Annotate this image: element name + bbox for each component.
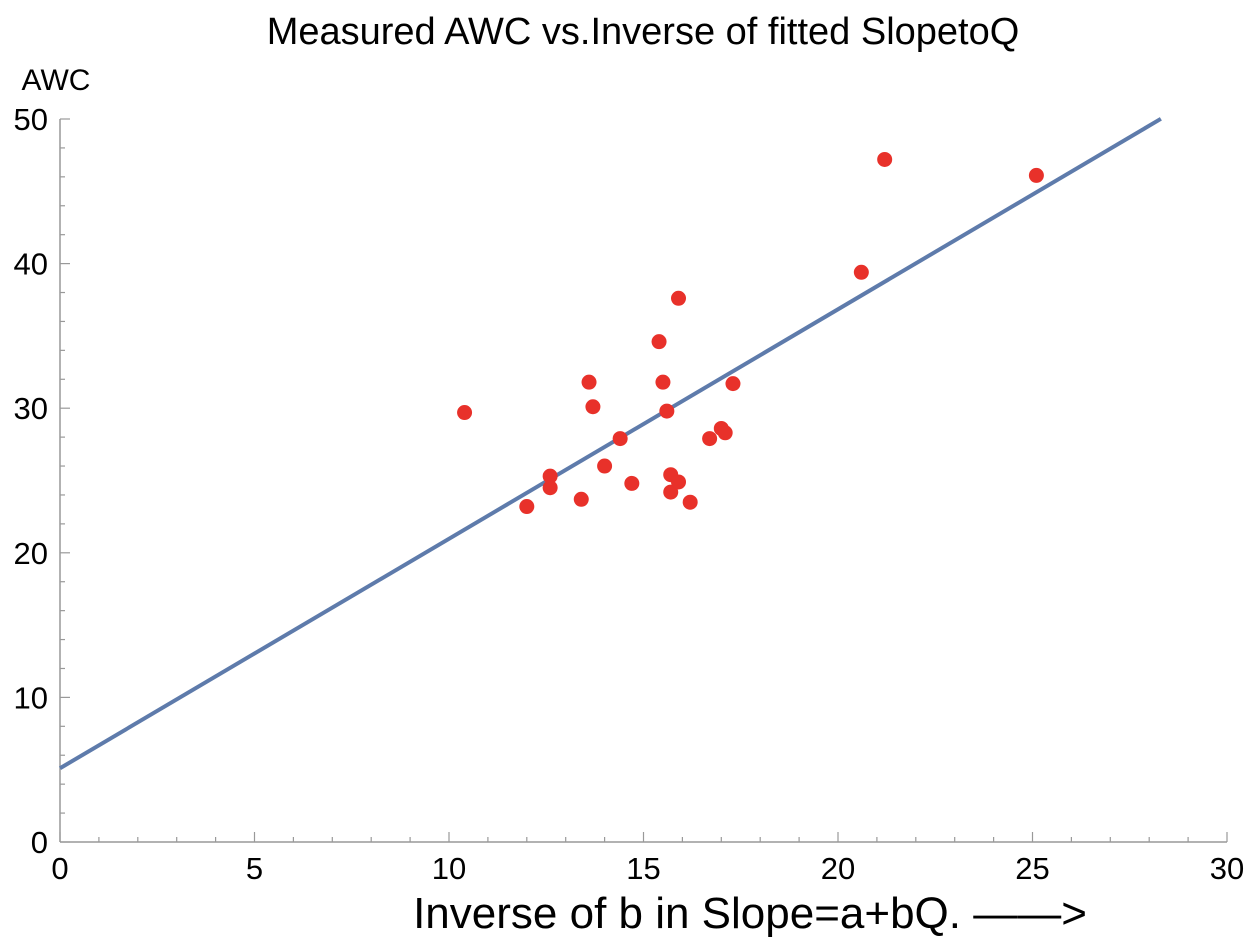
y-tick-label: 50 [14, 102, 48, 137]
data-point [853, 264, 869, 280]
x-axis-label: Inverse of b in Slope=a+bQ. ——> [413, 889, 1087, 938]
x-tick-label: 20 [821, 851, 855, 886]
y-axis-label: AWC [22, 64, 91, 97]
x-tick-label: 0 [51, 851, 68, 886]
x-tick-label: 15 [626, 851, 660, 886]
y-tick-label: 20 [14, 536, 48, 571]
y-tick-label: 10 [14, 680, 48, 715]
y-tick-label: 0 [31, 825, 48, 860]
data-point [671, 290, 687, 306]
fit-line-layer [58, 117, 1162, 770]
data-point [542, 468, 558, 484]
data-point [877, 151, 893, 167]
y-tick-label: 30 [14, 391, 48, 426]
points-layer [457, 151, 1044, 515]
data-point [655, 374, 671, 390]
data-point [612, 431, 628, 447]
data-point [671, 474, 687, 490]
x-tick-label: 5 [246, 851, 263, 886]
data-point [585, 399, 601, 415]
data-point [542, 480, 558, 496]
data-point [573, 491, 589, 507]
data-point [624, 475, 640, 491]
x-tick-label: 25 [1015, 851, 1049, 886]
data-point [682, 494, 698, 510]
data-point [1028, 167, 1044, 183]
data-point [597, 458, 613, 474]
data-point [663, 484, 679, 500]
data-point [702, 431, 718, 447]
data-point [581, 374, 597, 390]
data-point [659, 403, 675, 419]
data-point [457, 405, 473, 421]
data-point [519, 499, 535, 515]
data-point [651, 334, 667, 350]
x-tick-label: 30 [1210, 851, 1244, 886]
fit-line [58, 117, 1162, 770]
data-point [717, 425, 733, 441]
chart-title: Measured AWC vs.Inverse of fitted Slopet… [267, 11, 1020, 53]
x-tick-label: 10 [432, 851, 466, 886]
axes: 0 5 10 15 20 25 30 0 10 20 30 40 50 [14, 102, 1245, 886]
y-tick-label: 40 [14, 247, 48, 282]
data-point [725, 376, 741, 392]
